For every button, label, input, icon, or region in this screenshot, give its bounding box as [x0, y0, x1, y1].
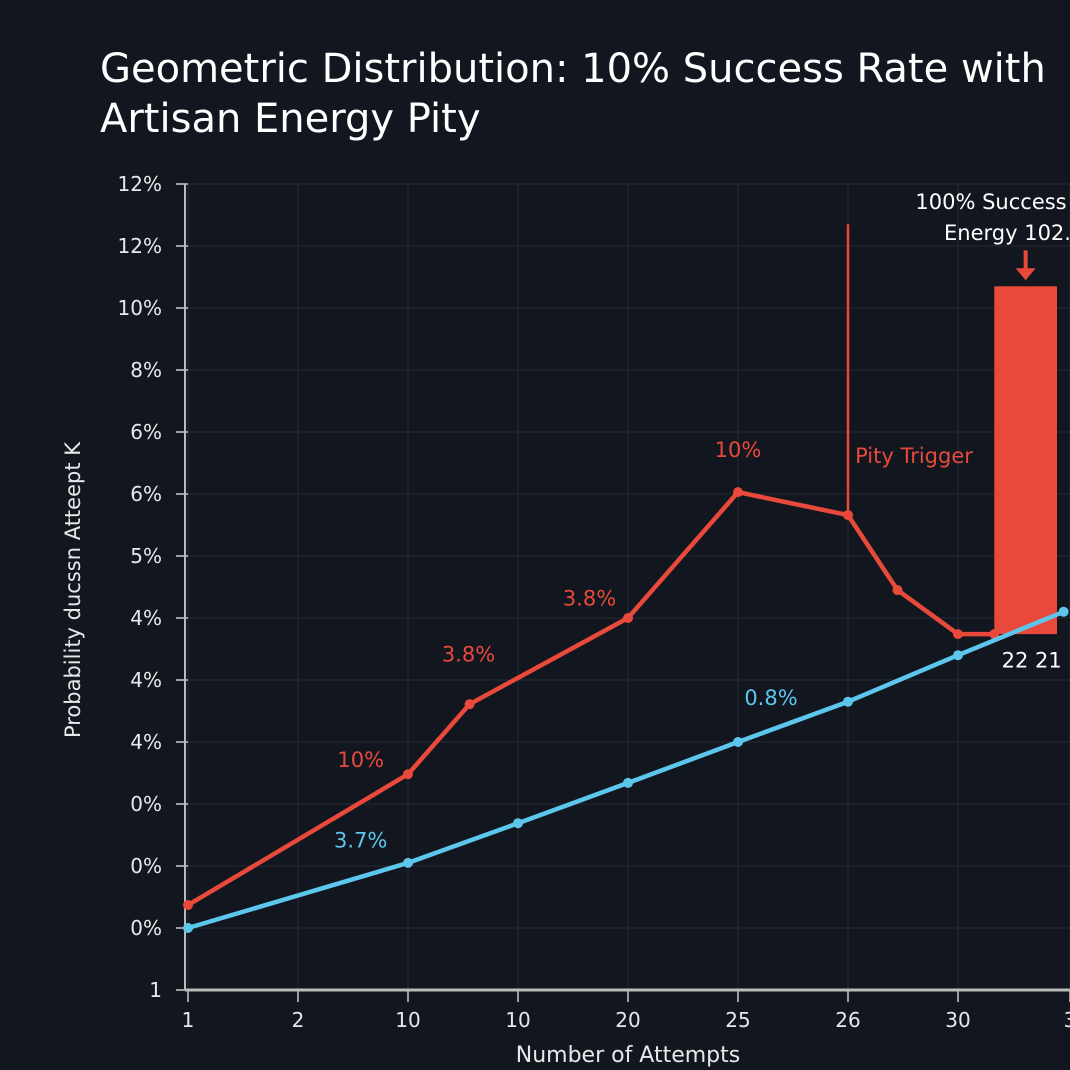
y-tick-label: 6% [130, 482, 162, 506]
y-tick-label: 0% [130, 916, 162, 940]
x-tick-label: 30 [945, 1008, 970, 1032]
y-tick-label: 4% [130, 668, 162, 692]
y-tick-label: 5% [130, 544, 162, 568]
data-point-red [733, 487, 743, 498]
data-point-red [843, 510, 853, 521]
annotation-label: 100% Success [915, 190, 1066, 214]
annotation-label: Energy 102. [944, 221, 1070, 245]
pity-bar [994, 286, 1057, 635]
chart-title: Geometric Distribution: 10% Success Rate… [100, 44, 1070, 144]
y-tick-label: 0% [130, 792, 162, 816]
grid [187, 183, 1070, 991]
annotation-label: 22 21 [1002, 649, 1062, 673]
x-tick-label: 25 [725, 1008, 750, 1032]
data-point-blue [1058, 606, 1069, 617]
y-axis-label: Probability ducssn Atteept K [61, 441, 85, 738]
x-tick-label: 3 [1064, 1008, 1070, 1032]
chart-title-line-1: Geometric Distribution: 10% Success Rate… [100, 46, 1046, 92]
annotation-label: 10% [337, 748, 384, 772]
data-point-red [464, 699, 475, 710]
data-point-blue [733, 737, 743, 747]
annotation-label: 10% [715, 438, 762, 462]
y-tick-label: 10% [118, 296, 162, 320]
annotation-label: 3.8% [442, 642, 495, 666]
data-point-red [623, 613, 633, 623]
y-tick-label: 8% [130, 358, 162, 382]
axes: 10%0%0%4%4%4%5%6%6%8%10%12%12%1 2 10 10 20 25… [118, 172, 1070, 1032]
series-line-red [186, 489, 995, 907]
data-point-red [953, 629, 963, 640]
arrow-head [1015, 268, 1036, 281]
x-tick-label: 20 [615, 1008, 640, 1032]
data-point-blue [843, 696, 853, 707]
data-point-blue [623, 777, 633, 788]
annotation-label: 3.8% [563, 587, 616, 611]
y-tick-label: 1 [149, 978, 162, 1002]
data-point-blue [513, 818, 523, 829]
x-tick-label: 26 [835, 1008, 860, 1032]
y-tick-label: 0% [130, 854, 162, 878]
series-line-blue [187, 609, 1065, 931]
y-tick-label: 4% [130, 730, 162, 754]
data-point-red [403, 769, 413, 780]
y-tick-label: 12% [118, 234, 162, 258]
x-tick-label: 1 [182, 1008, 195, 1032]
data-point-blue [183, 923, 193, 933]
data-point-blue [953, 650, 963, 661]
chart-title-line-2: Artisan Energy Pity [100, 96, 481, 142]
data-point-blue [403, 857, 413, 868]
labels: 10% Pity Trigger 3.8% 3.8% 10% 0.8% 3.7% 22 21 1… [334, 190, 1070, 853]
x-tick-label: 10 [505, 1008, 530, 1032]
x-tick-label: 2 [292, 1008, 305, 1032]
annotation-label: Pity Trigger [855, 444, 973, 468]
x-tick-label: 10 [395, 1008, 420, 1032]
data-point-red [892, 585, 903, 596]
x-axis-label: Number of Attempts [516, 1043, 741, 1068]
annotation-label: 3.7% [334, 828, 387, 852]
data-point-red [989, 629, 1000, 640]
y-tick-label: 12% [118, 172, 162, 196]
data-point-red [183, 900, 193, 911]
marks [183, 224, 1069, 933]
y-tick-label: 4% [130, 606, 162, 630]
y-tick-label: 6% [130, 420, 162, 444]
annotation-label: 0.8% [744, 686, 797, 710]
